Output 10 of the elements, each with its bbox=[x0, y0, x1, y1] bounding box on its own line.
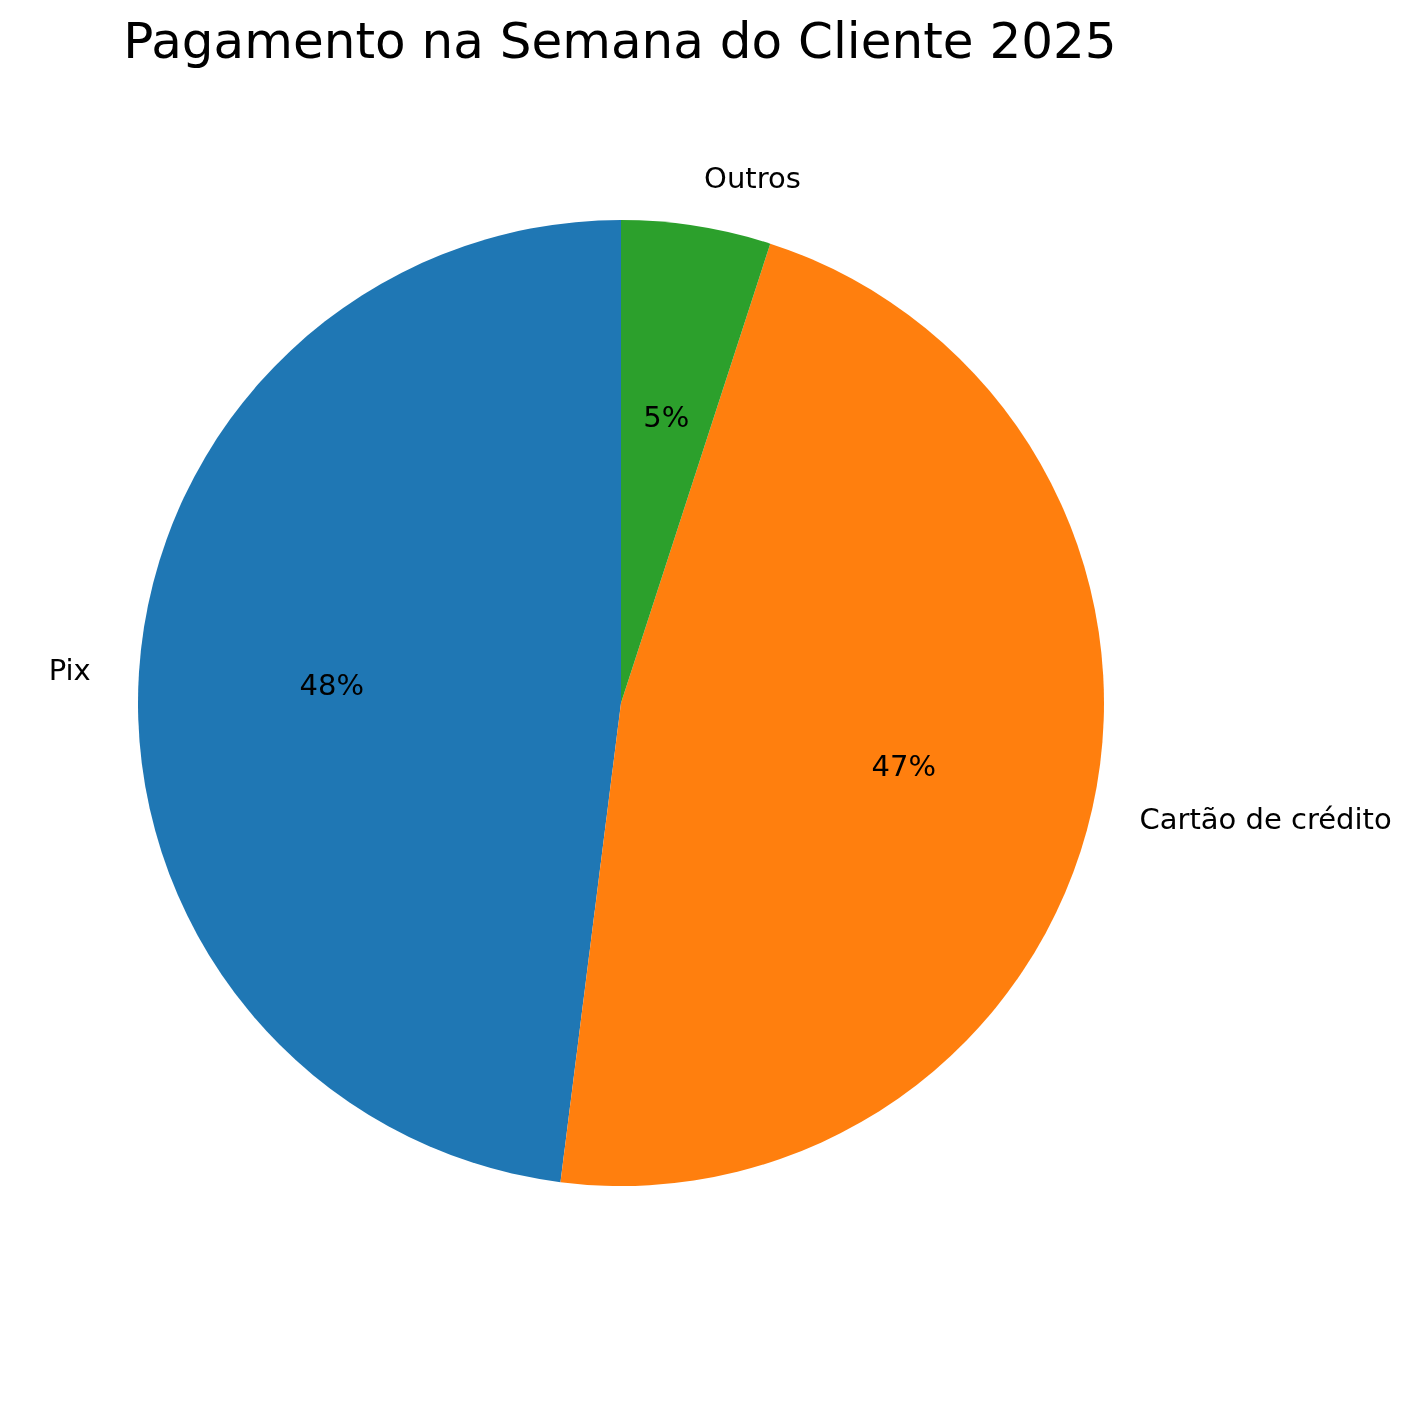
slice-label: Cartão de crédito bbox=[1139, 801, 1392, 836]
pie-slice bbox=[560, 243, 1104, 1186]
chart-title: Pagamento na Semana do Cliente 2025 bbox=[123, 12, 1117, 70]
data-label: 47% bbox=[871, 749, 937, 784]
data-label: 48% bbox=[299, 667, 365, 702]
slice-label: Pix bbox=[48, 652, 91, 687]
slice-label: Outros bbox=[704, 161, 801, 196]
pie-slice bbox=[138, 220, 621, 1183]
pie-slice bbox=[621, 220, 771, 703]
data-label: 5% bbox=[643, 399, 690, 434]
